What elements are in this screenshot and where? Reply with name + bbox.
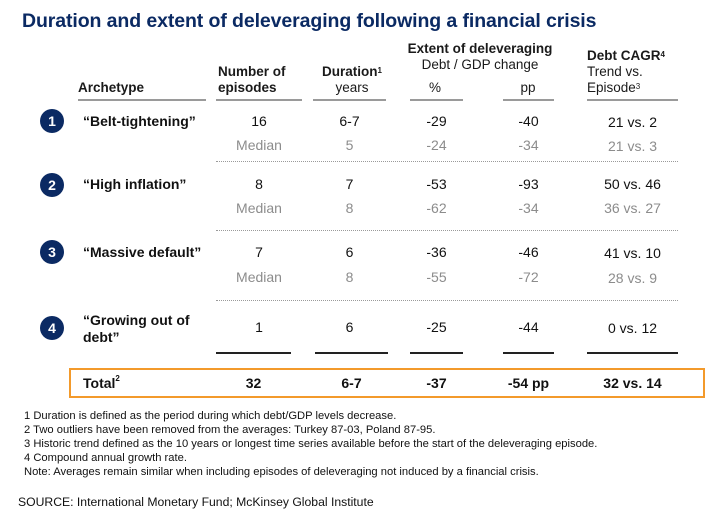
- total-label: Total2: [83, 374, 120, 391]
- median-label: Median: [236, 200, 282, 216]
- header-extent-pct: %: [428, 80, 441, 95]
- pct-value: -25: [426, 319, 447, 335]
- median-duration: 8: [345, 269, 354, 285]
- total-separator-duration: [315, 352, 388, 354]
- header-duration-unit: years: [335, 80, 369, 95]
- footnote-note: Note: Averages remain similar when inclu…: [24, 466, 539, 478]
- pp-value: -40: [518, 113, 539, 129]
- header-duration-label: Duration: [322, 64, 378, 79]
- pp-value: -93: [518, 176, 539, 192]
- row-divider: [216, 300, 678, 301]
- duration-value: 7: [345, 176, 354, 192]
- median-label: Median: [236, 137, 282, 153]
- duration-value: 6: [345, 319, 354, 335]
- episodes-value: 1: [255, 319, 263, 335]
- median-cagr: 28 vs. 9: [607, 270, 658, 286]
- total-pct: -37: [426, 375, 447, 391]
- header-extent-sub: Debt / GDP change: [421, 57, 539, 72]
- header-underline-archetype: [78, 99, 206, 101]
- total-separator-pct: [410, 352, 463, 354]
- header-extent-pp: pp: [520, 80, 536, 95]
- header-underline-pp: [503, 99, 554, 101]
- pct-value: -36: [426, 244, 447, 260]
- archetype-number-badge: 4: [40, 316, 64, 340]
- total-duration: 6-7: [341, 375, 362, 391]
- median-pp: -34: [518, 137, 539, 153]
- header-underline-cagr: [587, 99, 678, 101]
- total-pp: -54 pp: [507, 375, 550, 391]
- cagr-value: 41 vs. 10: [604, 245, 661, 261]
- episodes-value: 16: [251, 113, 267, 129]
- median-cagr: 21 vs. 3: [607, 138, 658, 154]
- median-duration: 8: [345, 200, 354, 216]
- archetype-label: “High inflation”: [83, 176, 187, 192]
- archetype-number-badge: 1: [40, 109, 64, 133]
- footnote-ref-2: 2: [115, 374, 120, 383]
- footnote-ref-4: 4: [660, 50, 665, 59]
- cagr-value: 50 vs. 46: [604, 176, 661, 192]
- median-pp: -72: [518, 269, 539, 285]
- total-separator-cagr: [587, 352, 678, 354]
- duration-value: 6: [345, 244, 354, 260]
- archetype-number-badge: 3: [40, 240, 64, 264]
- header-episodes-line1: Number of: [218, 64, 286, 79]
- total-cagr: 32 vs. 14: [603, 375, 662, 391]
- pp-value: -46: [518, 244, 539, 260]
- row-divider: [216, 161, 678, 162]
- pct-value: -53: [426, 176, 447, 192]
- episodes-value: 7: [255, 244, 263, 260]
- header-archetype: Archetype: [78, 80, 145, 95]
- footnote-4: 4 Compound annual growth rate.: [24, 452, 187, 464]
- footnote-ref-1: 1: [377, 66, 382, 75]
- header-underline-pct: [410, 99, 463, 101]
- archetype-label: “Growing out of debt”: [83, 312, 190, 346]
- total-separator-episodes: [216, 352, 291, 354]
- header-underline-episodes: [216, 99, 302, 101]
- pp-value: -44: [518, 319, 539, 335]
- archetype-label: “Belt-tightening”: [83, 113, 196, 129]
- page-title: Duration and extent of deleveraging foll…: [22, 10, 597, 32]
- header-underline-duration: [313, 99, 386, 101]
- header-episodes-line2: episodes: [218, 80, 277, 95]
- footnote-2: 2 Two outliers have been removed from th…: [24, 424, 436, 436]
- median-label: Median: [236, 269, 282, 285]
- header-cagr-line3: Episode: [587, 80, 636, 95]
- total-row-box: [69, 368, 705, 398]
- cagr-value: 21 vs. 2: [607, 114, 658, 130]
- total-separator-pp: [503, 352, 554, 354]
- duration-value: 6-7: [339, 113, 360, 129]
- median-pct: -55: [426, 269, 447, 285]
- median-duration: 5: [345, 137, 354, 153]
- pct-value: -29: [426, 113, 447, 129]
- median-pp: -34: [518, 200, 539, 216]
- archetype-label: “Massive default”: [83, 244, 202, 260]
- header-cagr-line2: Trend vs.: [587, 64, 643, 79]
- header-cagr: Debt CAGR4 Trend vs. Episode3: [587, 48, 665, 96]
- median-cagr: 36 vs. 27: [604, 200, 661, 216]
- median-pct: -24: [426, 137, 447, 153]
- archetype-number-badge: 2: [40, 173, 64, 197]
- footnote-ref-3: 3: [635, 82, 641, 91]
- header-extent-title: Extent of deleveraging: [407, 41, 553, 56]
- source-line: SOURCE: International Monetary Fund; McK…: [18, 495, 374, 509]
- total-episodes: 32: [245, 375, 262, 391]
- footnote-1: 1 Duration is defined as the period duri…: [24, 410, 397, 422]
- archetype-label-line2: debt”: [83, 329, 120, 345]
- cagr-value: 0 vs. 12: [607, 320, 658, 336]
- total-label-text: Total: [83, 375, 116, 391]
- header-episodes: Number of episodes: [218, 64, 286, 96]
- median-pct: -62: [426, 200, 447, 216]
- row-divider: [216, 230, 678, 231]
- archetype-label-line1: “Growing out of: [83, 312, 190, 328]
- footnote-3: 3 Historic trend defined as the 10 years…: [24, 438, 598, 450]
- header-duration: Duration1 years: [314, 64, 390, 96]
- episodes-value: 8: [255, 176, 263, 192]
- header-cagr-title: Debt CAGR: [587, 48, 661, 63]
